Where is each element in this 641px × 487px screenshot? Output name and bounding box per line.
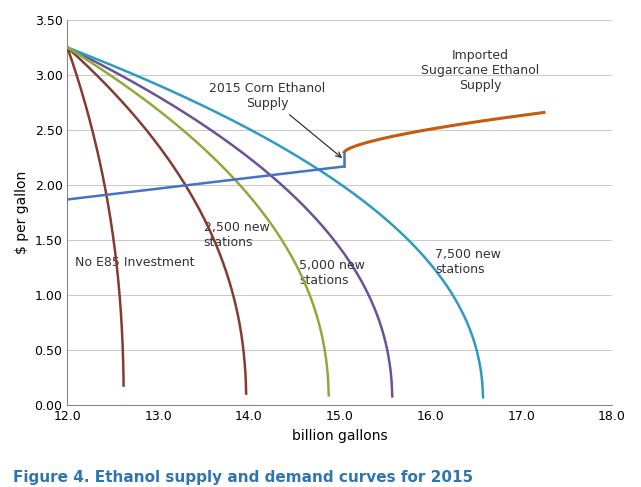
Text: 7,500 new
stations: 7,500 new stations (435, 248, 501, 276)
Text: 2,500 new
stations: 2,500 new stations (204, 221, 269, 249)
Text: Imported
Sugarcane Ethanol
Supply: Imported Sugarcane Ethanol Supply (421, 49, 540, 92)
Text: Figure 4. Ethanol supply and demand curves for 2015: Figure 4. Ethanol supply and demand curv… (13, 469, 473, 485)
X-axis label: billion gallons: billion gallons (292, 429, 388, 443)
Text: 2015 Corn Ethanol
Supply: 2015 Corn Ethanol Supply (209, 82, 341, 157)
Text: No E85 Investment: No E85 Investment (75, 256, 194, 269)
Y-axis label: $ per gallon: $ per gallon (15, 171, 29, 254)
Text: 5,000 new
stations: 5,000 new stations (299, 259, 365, 287)
